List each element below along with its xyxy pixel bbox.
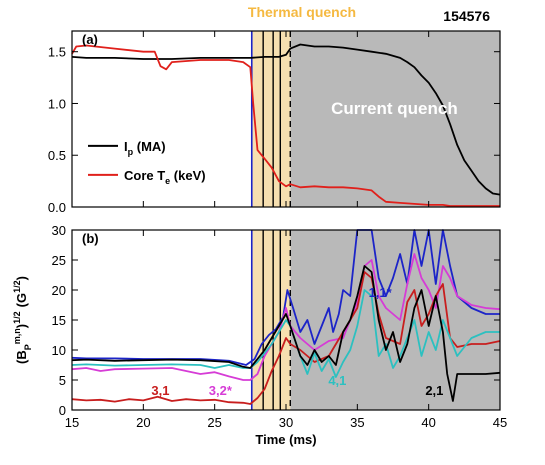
y-tick-label: 1.0: [48, 96, 66, 111]
x-axis-label: Time (ms): [255, 432, 316, 447]
mode-label-m31: 3,1: [151, 383, 169, 398]
legend-label-main: Core T: [124, 168, 165, 183]
event-lines: [250, 230, 291, 410]
x-tick-label: 40: [421, 415, 435, 430]
x-tick-label: 30: [279, 415, 293, 430]
legend: Ip (MA) Core Te (keV): [88, 139, 206, 186]
mode-label-m41: 4,1: [328, 373, 346, 388]
x-tick-label: 35: [350, 415, 364, 430]
panel-b-label: (b): [82, 231, 99, 246]
panel-a: 0.0 0.5 1.0 1.5 (a) Current quench Ip (MA) C…: [48, 30, 501, 215]
series-line-m41: [71, 289, 500, 378]
y-axis-label-sub: P: [23, 344, 33, 350]
y-tick-label: 30: [52, 223, 66, 238]
current-quench-annotation: Current quench: [331, 99, 458, 118]
series-line-m11: [71, 229, 500, 366]
panel-a-label: (a): [82, 32, 98, 47]
y-tick-label: 15: [52, 313, 66, 328]
panel-b-series: [71, 229, 501, 405]
y-axis-unit-tail: ): [14, 276, 29, 280]
shot-number: 154576: [443, 8, 490, 24]
current-quench-shaded-region: [290, 31, 500, 207]
mode-label-m11: 1,1*: [369, 285, 393, 300]
legend-label-te: Core Te (keV): [124, 168, 206, 186]
event-lines: [250, 31, 291, 207]
legend-label-sub: p: [128, 147, 134, 157]
x-tick-label: 20: [136, 415, 150, 430]
thermal-quench-label: Thermal quench: [248, 4, 356, 20]
x-tick-label: 15: [65, 415, 79, 430]
mode-label-m21: 2,1: [425, 383, 443, 398]
legend-label-sub: e: [165, 176, 170, 186]
legend-label-tail: (MA): [133, 139, 166, 154]
y-axis-label: (BPm,n)1/2(G1/2): [12, 276, 33, 364]
panel-b: 0 5 10 15 20 25 30 15 20 25 30 35 40 45 (b) 1,1* 3,2* 3…: [12, 223, 507, 447]
mode-label-m32: 3,2*: [209, 383, 233, 398]
y-axis-unit-exp: 1/2: [12, 280, 22, 293]
series-line-m31: [71, 271, 501, 405]
panel-a-ticks: 0.0 0.5 1.0 1.5: [48, 31, 501, 215]
series-line-ip: [71, 43, 501, 196]
legend-label-main: I: [124, 139, 128, 154]
y-tick-label: 25: [52, 253, 66, 268]
series-line-m21: [71, 265, 501, 402]
thermal-quench-band: [251, 31, 291, 207]
mode-labels: 1,1* 3,2* 3,1 4,1 2,1: [151, 285, 443, 398]
panel-b-ticks: 0 5 10 15 20 25 30 15 20 25 30 35 40 45: [52, 223, 508, 430]
y-tick-label: 5: [59, 373, 66, 388]
y-tick-label: 0: [59, 403, 66, 418]
y-tick-label: 0.0: [48, 200, 66, 215]
y-axis-label-main: (B: [14, 350, 29, 364]
legend-label-ip: Ip (MA): [124, 139, 166, 157]
thermal-quench-band: [251, 230, 291, 410]
current-quench-shaded-region: [290, 230, 500, 410]
panel-a-series: [71, 43, 501, 207]
y-tick-label: 10: [52, 343, 66, 358]
series-line-te: [71, 44, 500, 207]
y-axis-unit-main: (G: [14, 293, 29, 307]
y-axis-label-exp: 1/2: [12, 311, 22, 324]
y-tick-label: 20: [52, 283, 66, 298]
x-tick-label: 45: [493, 415, 507, 430]
x-tick-label: 25: [207, 415, 221, 430]
legend-label-tail: (keV): [170, 168, 205, 183]
y-axis-label-sup: m,n: [12, 328, 22, 344]
y-tick-label: 0.5: [48, 148, 66, 163]
y-axis-label-tail: ): [14, 324, 29, 328]
y-tick-label: 1.5: [48, 45, 66, 60]
